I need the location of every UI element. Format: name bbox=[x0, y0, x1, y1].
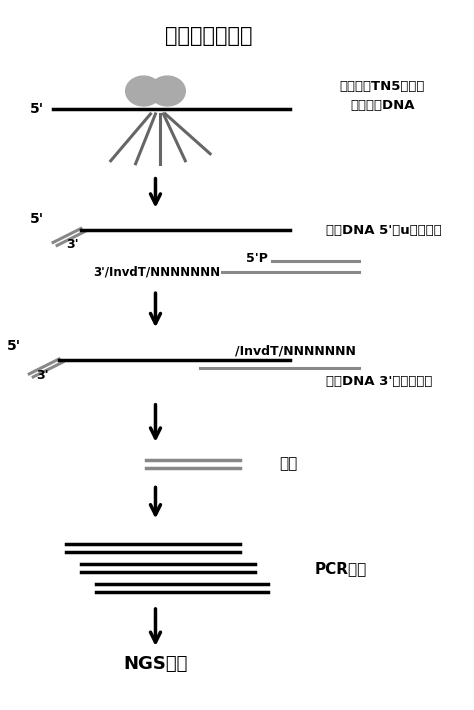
Text: 3'/InvdT/NNNNNNN: 3'/InvdT/NNNNNNN bbox=[93, 266, 220, 279]
Text: 5': 5' bbox=[30, 102, 44, 116]
Text: 5': 5' bbox=[30, 212, 44, 226]
Text: 单链DNA 5'端u加上接头: 单链DNA 5'端u加上接头 bbox=[326, 224, 442, 237]
Text: 5'P: 5'P bbox=[246, 252, 268, 265]
Text: PCR扩增: PCR扩增 bbox=[315, 561, 367, 576]
Text: 5': 5' bbox=[7, 339, 21, 353]
Text: 具体实施流程图: 具体实施流程图 bbox=[165, 26, 253, 46]
Ellipse shape bbox=[149, 76, 185, 106]
Text: /InvdT/NNNNNNN: /InvdT/NNNNNNN bbox=[235, 344, 356, 358]
Text: NGS测序: NGS测序 bbox=[123, 655, 188, 673]
Text: 单链DNA 3'端接头连接: 单链DNA 3'端接头连接 bbox=[326, 376, 432, 388]
Text: 引物: 引物 bbox=[280, 456, 298, 471]
Text: 3': 3' bbox=[66, 238, 79, 251]
Text: 3': 3' bbox=[36, 369, 49, 383]
Ellipse shape bbox=[126, 76, 162, 106]
Text: 单一接头TN5转座子
切割单链DNA: 单一接头TN5转座子 切割单链DNA bbox=[339, 80, 425, 112]
